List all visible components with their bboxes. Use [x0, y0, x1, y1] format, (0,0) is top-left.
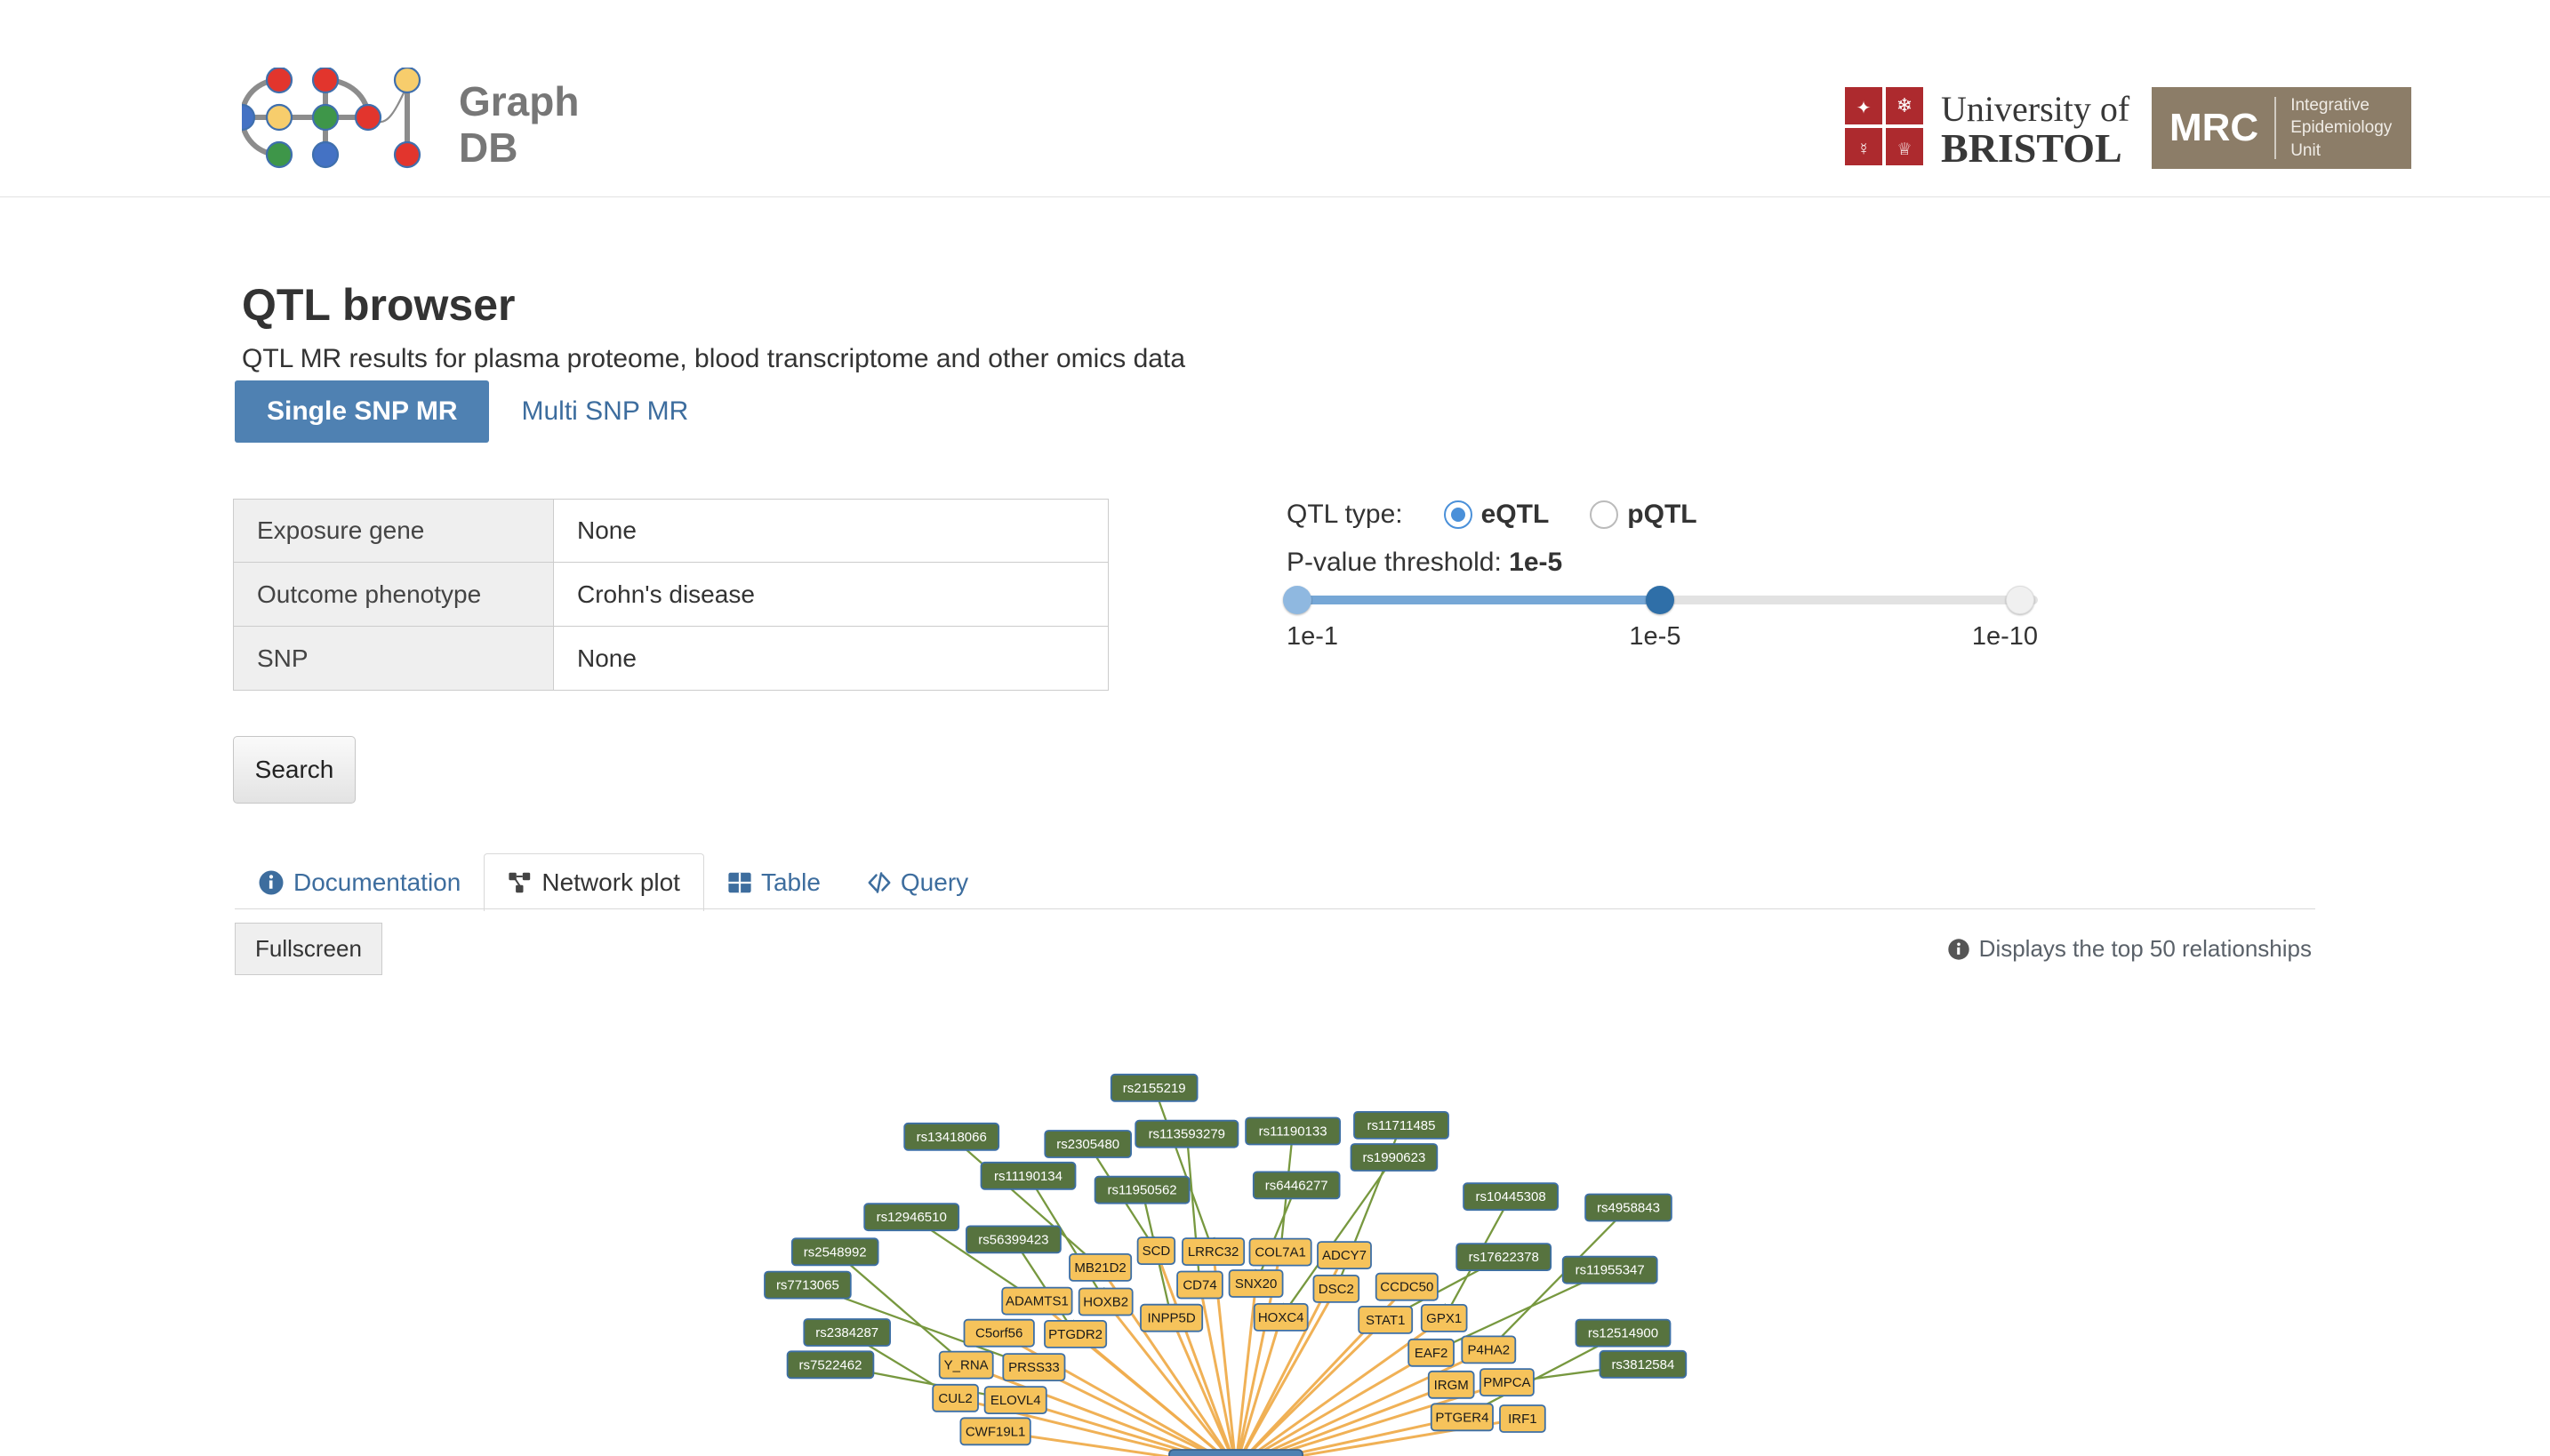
svg-text:CWF19L1: CWF19L1: [966, 1424, 1026, 1439]
svg-text:ADCY7: ADCY7: [1322, 1248, 1367, 1263]
svg-text:rs17622378: rs17622378: [1469, 1250, 1539, 1265]
svg-text:IRGM: IRGM: [1434, 1378, 1469, 1393]
svg-text:ELOVL4: ELOVL4: [990, 1393, 1041, 1408]
svg-text:rs11190133: rs11190133: [1259, 1124, 1327, 1140]
svg-text:CCDC50: CCDC50: [1380, 1280, 1433, 1295]
svg-text:SNX20: SNX20: [1235, 1276, 1278, 1292]
svg-text:PTGER4: PTGER4: [1435, 1410, 1488, 1425]
svg-text:CUL2: CUL2: [938, 1391, 972, 1406]
svg-text:DSC2: DSC2: [1319, 1282, 1354, 1297]
svg-text:rs4958843: rs4958843: [1597, 1201, 1660, 1216]
svg-text:STAT1: STAT1: [1366, 1313, 1405, 1328]
svg-text:rs7713065: rs7713065: [776, 1278, 839, 1293]
svg-text:GPX1: GPX1: [1426, 1311, 1462, 1326]
svg-text:P4HA2: P4HA2: [1468, 1342, 1511, 1357]
svg-text:rs12946510: rs12946510: [877, 1210, 947, 1225]
svg-text:rs6446277: rs6446277: [1265, 1178, 1328, 1193]
svg-text:COL7A1: COL7A1: [1255, 1245, 1306, 1260]
svg-text:rs2548992: rs2548992: [804, 1244, 867, 1260]
svg-text:rs7522462: rs7522462: [799, 1357, 862, 1372]
svg-text:rs2384287: rs2384287: [815, 1325, 878, 1340]
svg-text:rs2155219: rs2155219: [1123, 1081, 1186, 1096]
svg-text:LRRC32: LRRC32: [1188, 1244, 1239, 1260]
svg-text:HOXB2: HOXB2: [1083, 1295, 1128, 1310]
svg-text:rs11711485: rs11711485: [1367, 1118, 1435, 1133]
svg-text:PRSS33: PRSS33: [1008, 1360, 1060, 1375]
svg-text:rs11190134: rs11190134: [994, 1169, 1062, 1184]
svg-text:Y_RNA: Y_RNA: [944, 1358, 989, 1373]
svg-text:rs2305480: rs2305480: [1056, 1137, 1119, 1152]
svg-text:rs56399423: rs56399423: [978, 1232, 1048, 1247]
svg-text:HOXC4: HOXC4: [1258, 1310, 1304, 1325]
svg-text:SCD: SCD: [1143, 1244, 1171, 1259]
svg-text:ADAMTS1: ADAMTS1: [1006, 1294, 1069, 1309]
svg-text:rs1990623: rs1990623: [1362, 1150, 1425, 1165]
svg-text:rs10445308: rs10445308: [1475, 1189, 1545, 1204]
svg-text:C5orf56: C5orf56: [975, 1326, 1022, 1341]
svg-text:IRF1: IRF1: [1508, 1412, 1537, 1427]
svg-text:INPP5D: INPP5D: [1148, 1311, 1196, 1326]
svg-text:rs13418066: rs13418066: [917, 1130, 987, 1145]
svg-text:PTGDR2: PTGDR2: [1048, 1327, 1103, 1342]
svg-text:MB21D2: MB21D2: [1074, 1260, 1126, 1276]
svg-text:CD74: CD74: [1183, 1278, 1216, 1293]
svg-text:rs11950562: rs11950562: [1108, 1183, 1177, 1198]
svg-text:EAF2: EAF2: [1415, 1346, 1448, 1361]
svg-text:rs12514900: rs12514900: [1588, 1326, 1658, 1341]
svg-text:rs3812584: rs3812584: [1611, 1357, 1674, 1372]
svg-text:rs113593279: rs113593279: [1149, 1127, 1225, 1142]
svg-text:PMPCA: PMPCA: [1483, 1375, 1530, 1390]
svg-text:rs11955347: rs11955347: [1576, 1263, 1645, 1278]
